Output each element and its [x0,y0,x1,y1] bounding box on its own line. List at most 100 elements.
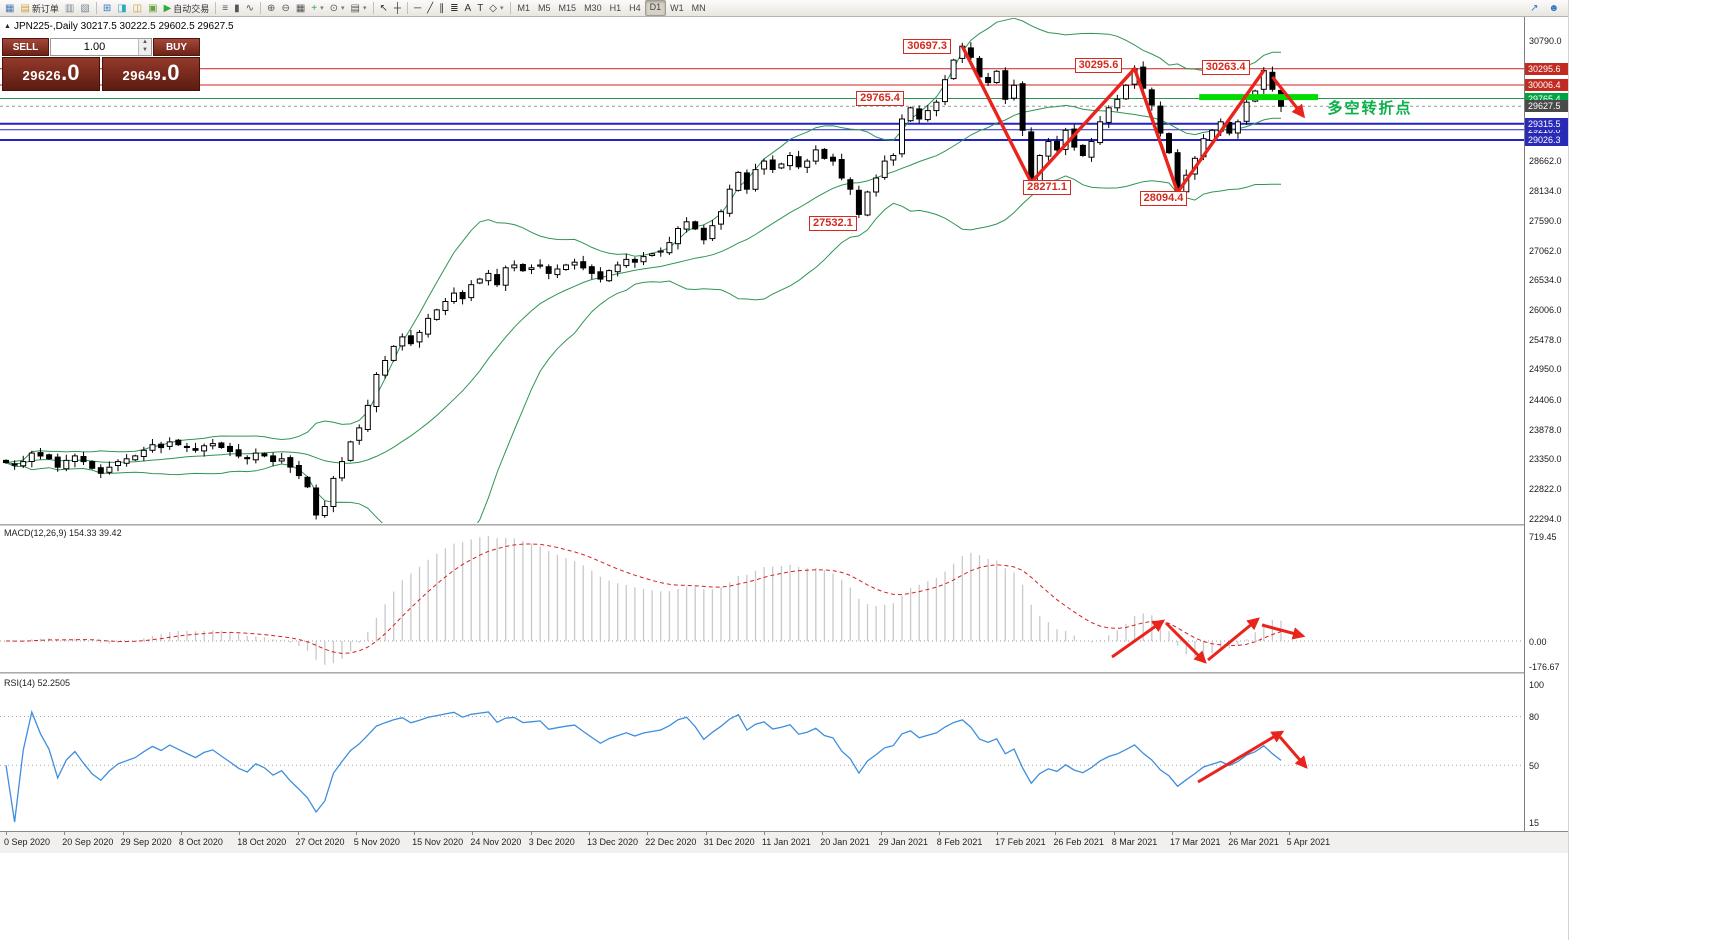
auto-scroll-icon[interactable]: ☻ [1545,1,1562,16]
zoom-out-icon[interactable]: ⊖ [278,1,292,16]
oneclick-toggle-icon[interactable]: ▲ [4,23,11,30]
indicators-icon: + [311,2,318,14]
autotrade-button[interactable]: ▶ 自动交易 [161,1,213,16]
macd-arrow [1207,617,1260,662]
price-tick: 23878.0 [1529,424,1562,435]
buy-button[interactable]: BUY [153,38,200,56]
charts-grid-icon[interactable]: ▧ [77,1,92,16]
channel-tool-icon[interactable]: ∥ [436,1,447,16]
tab-timeframe-m15[interactable]: M15 [558,3,577,13]
date-label: 8 Oct 2020 [178,837,223,847]
date-tick [122,832,124,835]
date-label: 22 Dec 2020 [645,837,697,847]
sell-price-button[interactable]: 29626.0 [2,57,100,91]
text-tool-icon[interactable]: A [462,1,475,16]
market-watch-icon[interactable]: ⊞ [100,1,114,16]
date-label: 18 Oct 2020 [237,837,287,847]
date-label: 5 Apr 2021 [1286,837,1331,847]
date-label: 26 Feb 2021 [1053,837,1104,847]
price-annotation-label[interactable]: 30263.4 [1201,60,1250,76]
autotrade-icon: ▶ [163,2,172,14]
price-annotation-label[interactable]: 28094.4 [1139,190,1188,206]
tab-timeframe-h1[interactable]: H1 [609,3,622,13]
new-chart-icon[interactable]: ▦ [2,1,17,16]
price-annotation-label[interactable]: 27532.1 [809,216,857,232]
price-annotation-label[interactable]: 29765.4 [856,91,904,106]
hline-tool-icon[interactable]: ─ [411,1,424,16]
fibo-tool-icon[interactable]: ≣ [447,1,461,16]
dropdown-caret-icon[interactable]: ▾ [363,5,367,12]
volume-down-icon[interactable]: ▼ [139,47,151,55]
drawn-annotations[interactable] [960,45,1319,784]
date-label: 29 Jan 2021 [878,837,929,847]
price-tick: 27590.0 [1529,216,1562,227]
date-tick [1113,832,1115,835]
panel-separator[interactable] [0,524,1568,526]
date-tick [414,832,416,835]
data-window-icon[interactable]: ◨ [114,1,129,16]
tab-timeframe-m1[interactable]: M1 [517,3,531,13]
cursor-icon[interactable]: ↖ [377,1,391,16]
tab-timeframe-d1[interactable]: D1 [644,0,667,16]
shapes-tool-icon[interactable]: ◇ ▾ [486,1,506,16]
tile-windows-icon[interactable]: ▦ [293,1,308,16]
price-mark: 29026.3 [1525,134,1568,146]
price-tick: 24950.0 [1529,364,1562,375]
price-annotation-label[interactable]: 30295.6 [1074,58,1123,74]
price-tick: 30790.0 [1529,36,1562,47]
bar-chart-icon[interactable]: ≡ [219,1,231,16]
volume-stepper[interactable]: ▲ ▼ [138,39,151,55]
price-mark: 29627.5 [1525,100,1568,113]
date-tick [355,832,357,835]
rsi-tick: 100 [1529,679,1545,690]
profiles-icon[interactable]: ▥ [62,1,77,16]
periods-icon[interactable]: ⊙ ▾ [327,1,348,16]
tab-timeframe-w1[interactable]: W1 [670,3,684,13]
terminal-icon[interactable]: ▣ [145,1,160,16]
date-axis[interactable]: 0 Sep 2020 20 Sep 2020 29 Sep 2020 8 Oct 20… [0,831,1568,853]
candlestick-icon[interactable]: ▮ [231,1,243,16]
price-scale[interactable]: 30790.0 28662.0 28134.0 27590.0 27062.0 26534… [1524,17,1568,852]
indicators-icon[interactable]: + ▾ [308,1,326,16]
zoom-in-icon[interactable]: ⊕ [264,1,278,16]
candlestick-icon: ▮ [234,2,240,14]
price-mark: 29315.5 [1525,117,1568,130]
symbol-ohlc-text: JPN225-,Daily 30217.5 30222.5 29602.5 29… [13,21,234,32]
date-tick [64,832,66,835]
date-tick [938,832,940,835]
one-click-trading-panel: SELL 1.00 ▲ ▼ BUY 29626.0 29649.0 [2,38,200,91]
dropdown-caret-icon[interactable]: ▾ [320,5,324,12]
crosshair-icon[interactable]: ┼ [391,1,404,16]
macd-tick: 0.00 [1529,636,1547,647]
chart-canvas[interactable] [0,0,1568,852]
volume-value[interactable]: 1.00 [83,41,106,53]
sell-button[interactable]: SELL [2,38,49,56]
tab-timeframe-m5[interactable]: M5 [538,3,551,13]
date-tick [6,832,7,835]
tab-timeframe-m30[interactable]: M30 [584,3,602,13]
new-order-button[interactable]: ▤ 新订单 [17,1,61,16]
macd-arrow [1261,623,1306,640]
dropdown-caret-icon[interactable]: ▾ [341,5,345,12]
rsi-arrow [1278,736,1308,769]
chart-shift-icon[interactable]: ↗ [1527,1,1541,16]
tab-timeframe-mn[interactable]: MN [691,3,706,13]
toolbar-separator [509,2,511,14]
toolbar-separator [260,2,262,14]
line-chart-icon[interactable]: ∿ [243,1,257,16]
volume-up-icon[interactable]: ▲ [139,39,151,47]
templates-icon[interactable]: ▤ ▾ [348,1,370,16]
volume-input[interactable]: 1.00 ▲ ▼ [50,38,152,56]
tab-timeframe-h4[interactable]: H4 [629,3,641,13]
price-small-digits: 29649 [122,68,162,83]
label-tool-icon[interactable]: T [474,1,486,16]
navigator-icon[interactable]: ◫ [130,1,145,16]
trendline-tool-icon[interactable]: ╱ [424,1,436,16]
rsi-tick: 15 [1529,817,1540,828]
buy-price-button[interactable]: 29649.0 [102,57,200,91]
price-annotation-label[interactable]: 28271.1 [1023,179,1071,195]
panel-separator[interactable] [0,672,1568,674]
dropdown-caret-icon[interactable]: ▾ [500,5,504,12]
price-annotation-label[interactable]: 30697.3 [903,38,952,54]
bull-bear-note: 多空转折点 [1327,99,1413,117]
